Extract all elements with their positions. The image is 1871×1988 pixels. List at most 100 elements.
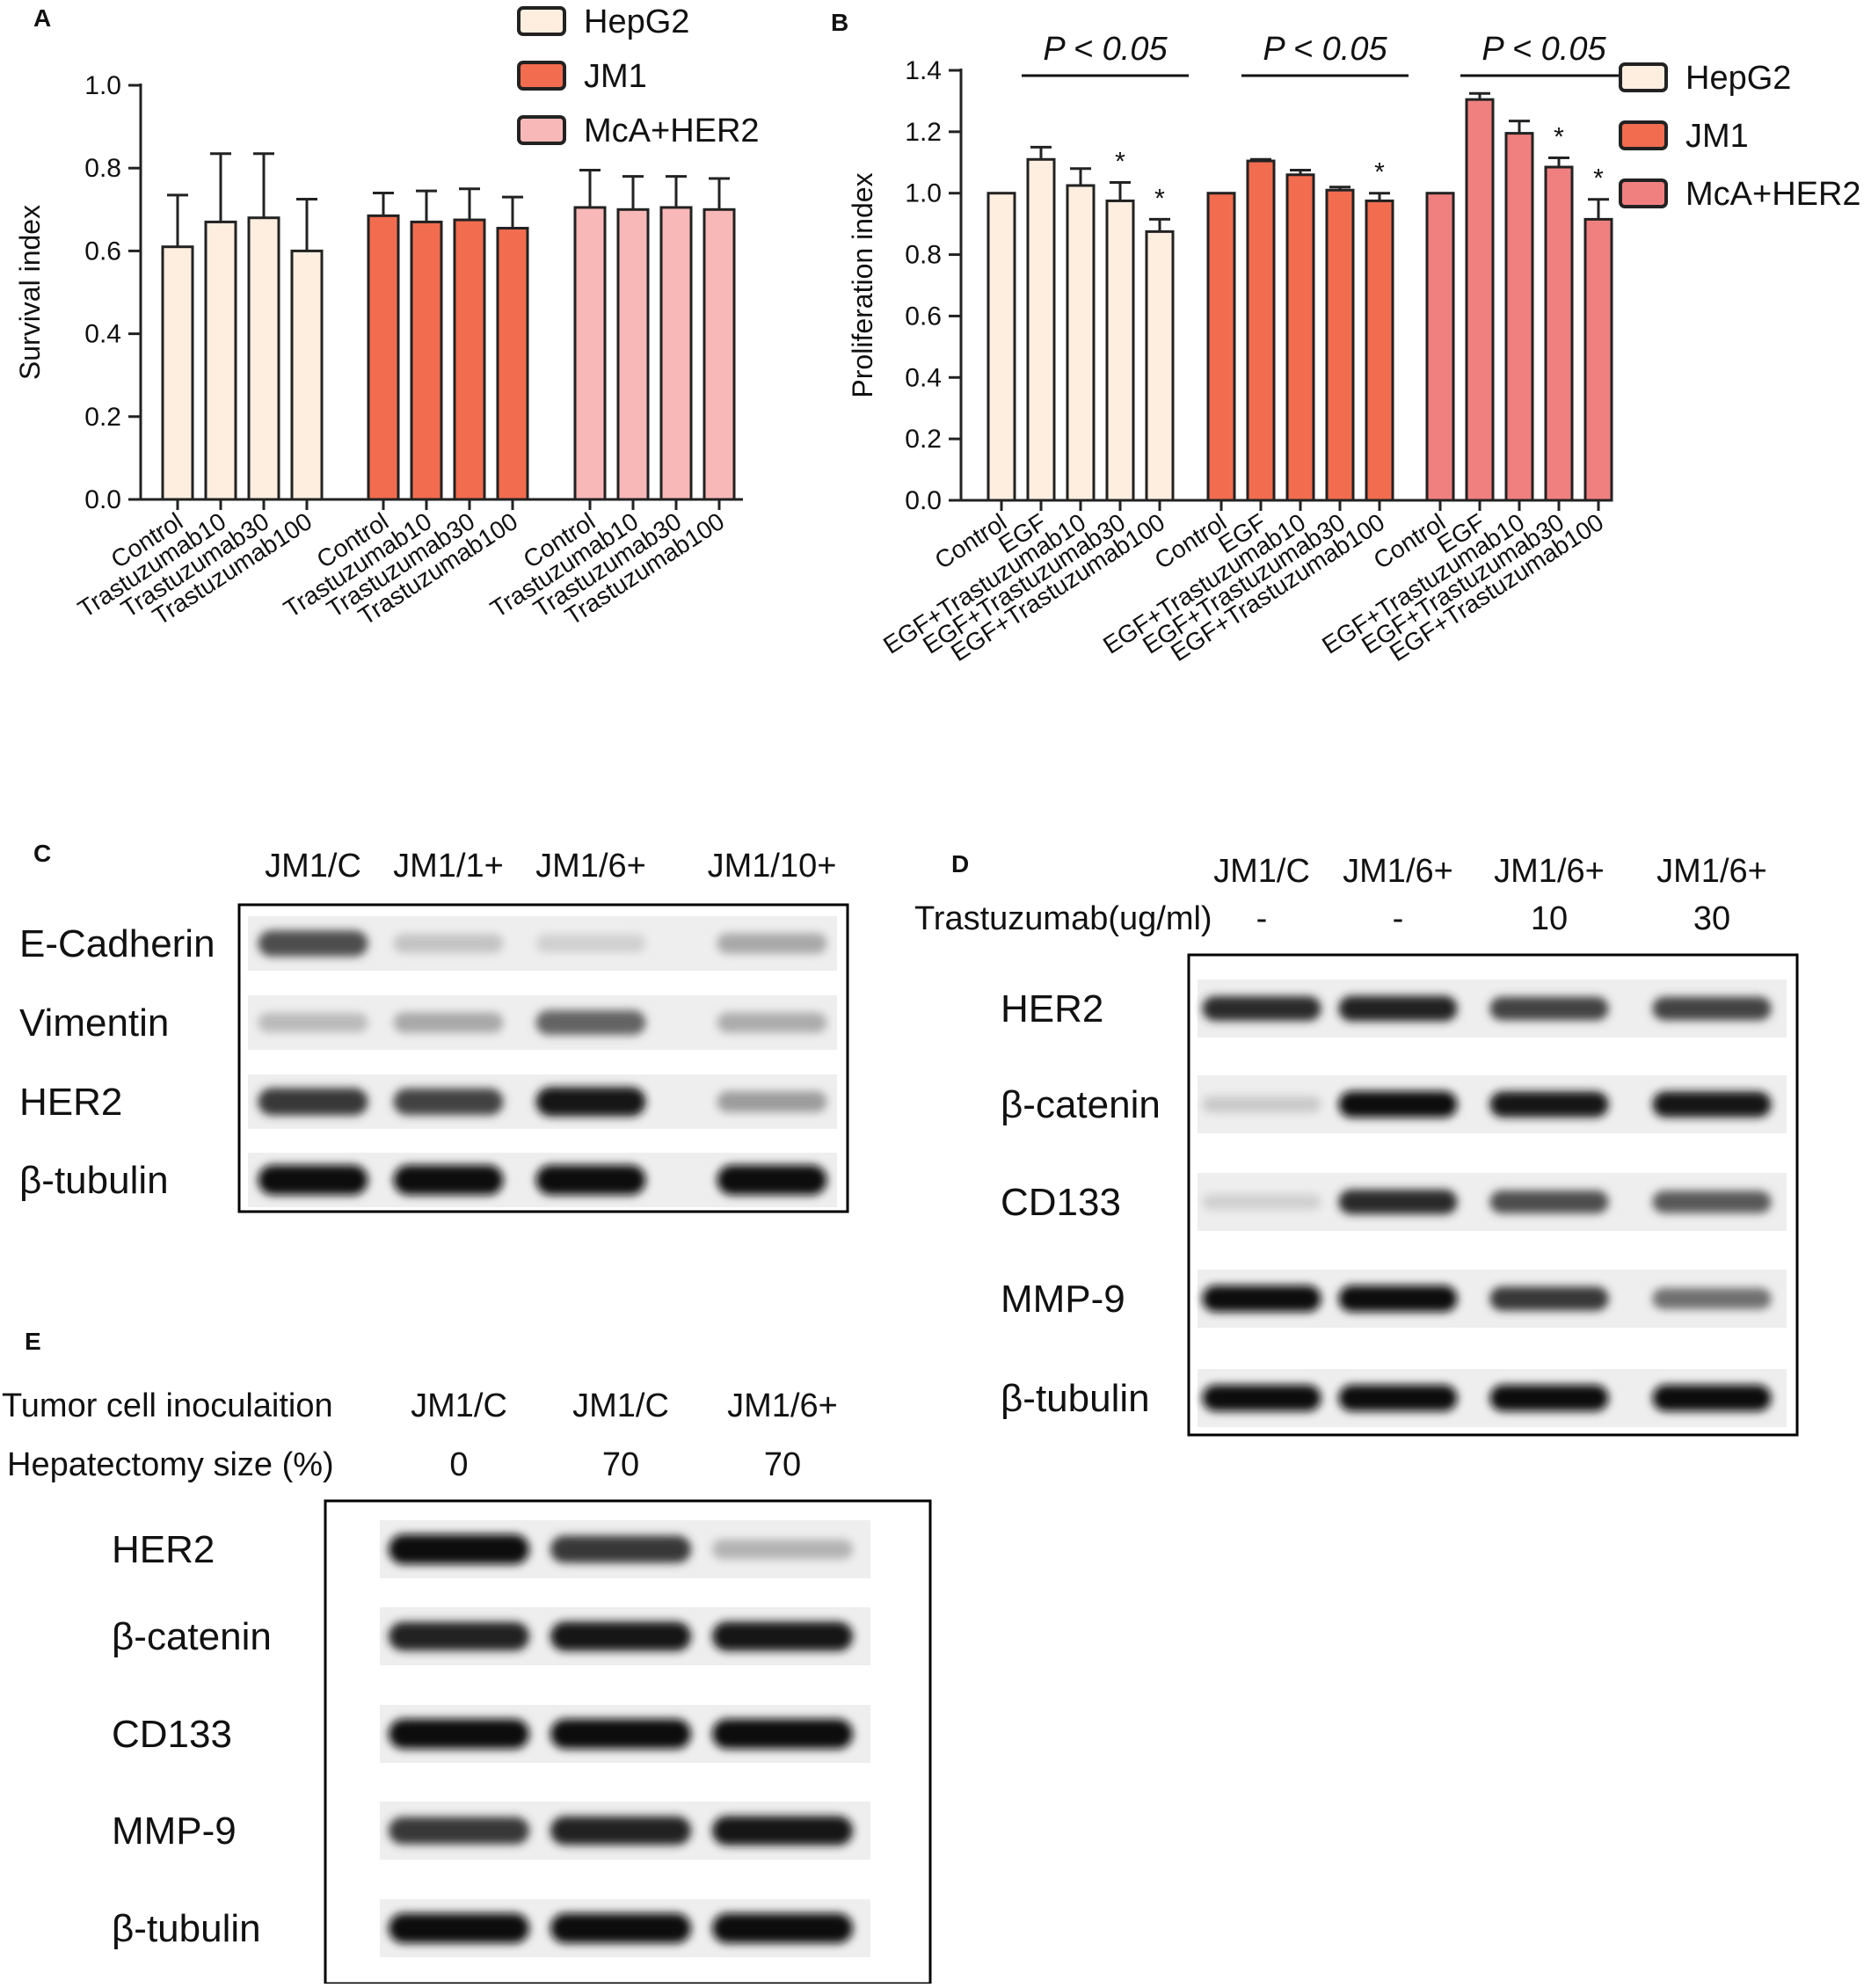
- y-tick-label: 0.4: [905, 363, 942, 392]
- p-value-label: P < 0.05: [1263, 31, 1387, 68]
- protein-label: CD133: [112, 1713, 232, 1756]
- bar: [1026, 157, 1056, 502]
- panel-label-b: B: [831, 9, 848, 36]
- blot-band: [535, 1165, 646, 1195]
- protein-label: β-tubulin: [19, 1159, 169, 1202]
- panel-label-d: D: [951, 850, 969, 877]
- blot-band: [1652, 1288, 1772, 1309]
- protein-label: MMP-9: [1001, 1278, 1125, 1321]
- legend-label: McA+HER2: [1685, 176, 1861, 213]
- protein-label: β-tubulin: [112, 1907, 261, 1950]
- lane-label: JM1/6+: [1343, 853, 1453, 890]
- blot-band: [393, 1165, 504, 1195]
- panel-label-e: E: [25, 1328, 41, 1355]
- significance-star: *: [1154, 184, 1165, 213]
- blot-d-treatment-label: Trastuzumab(ug/ml): [914, 900, 1212, 937]
- blot-band: [1489, 1385, 1609, 1411]
- blot-band: [717, 933, 827, 954]
- blot-band: [389, 1817, 529, 1845]
- y-tick-label: 1.2: [905, 118, 942, 147]
- legend-swatch: [517, 115, 566, 145]
- lane-label: JM1/10+: [708, 848, 837, 885]
- blot-band: [535, 1010, 646, 1035]
- protein-label: HER2: [19, 1081, 122, 1124]
- legend-label: JM1: [1685, 118, 1749, 155]
- bar: [1246, 159, 1276, 502]
- bar: [986, 192, 1016, 502]
- blot-band: [1338, 995, 1458, 1022]
- bar: [1285, 173, 1315, 502]
- bar: [659, 206, 693, 501]
- blot-band: [258, 1088, 368, 1116]
- bar: [1583, 217, 1613, 502]
- blot-band: [535, 1087, 646, 1117]
- legend-label: HepG2: [584, 4, 689, 40]
- protein-label: β-catenin: [1001, 1083, 1161, 1126]
- blot-band: [389, 1913, 529, 1943]
- bar: [247, 216, 280, 501]
- lane-condition-value: 70: [602, 1446, 639, 1483]
- legend-label: JM1: [584, 58, 647, 95]
- blot-band: [1202, 996, 1321, 1021]
- panel-b-legend: HepG2 JM1 McA+HER2: [1619, 60, 1861, 213]
- blot-band: [550, 1621, 691, 1651]
- protein-label: HER2: [1001, 987, 1103, 1030]
- blot-band: [712, 1719, 853, 1749]
- y-tick-label: 0.8: [905, 241, 942, 270]
- bar: [290, 249, 324, 501]
- panel-label-a: A: [33, 4, 51, 32]
- panel-b-chart: 0.0 0.2 0.4 0.6 0.8 1.0 1.2 1.4 Proliferation in…: [847, 31, 1627, 666]
- blot-d-frame: [1187, 953, 1799, 1437]
- lane-condition-value: 30: [1693, 900, 1730, 937]
- blot-e-row1-label: Tumor cell inoculaition: [2, 1387, 333, 1424]
- bar: [1465, 98, 1495, 502]
- blot-band: [393, 1088, 504, 1116]
- bar: [367, 214, 400, 501]
- panel-label-c: C: [33, 840, 51, 867]
- significance-star: *: [1554, 123, 1564, 152]
- protein-label: E-Cadherin: [19, 922, 215, 965]
- lane-condition-value: 0: [449, 1446, 468, 1483]
- blot-e-row2-label: Hepatectomy size (%): [7, 1446, 334, 1483]
- lane-condition-value: -: [1256, 900, 1268, 937]
- bar: [703, 208, 736, 501]
- bar: [1145, 229, 1175, 502]
- lane-label: JM1/6+: [727, 1387, 838, 1424]
- blot-band: [1652, 1385, 1772, 1411]
- protein-label: HER2: [112, 1528, 215, 1571]
- lane-condition-value: -: [1393, 900, 1404, 937]
- lane-label: JM1/C: [572, 1387, 669, 1424]
- y-axis-label: Survival index: [14, 205, 46, 380]
- blot-band: [550, 1913, 691, 1943]
- blot-band: [1489, 1091, 1609, 1118]
- blot-band: [258, 1012, 368, 1033]
- y-tick-label: 0.2: [905, 425, 942, 454]
- blot-band: [712, 1816, 853, 1846]
- bar: [161, 245, 194, 501]
- y-tick-label: 1.0: [905, 179, 942, 208]
- blot-band: [712, 1539, 853, 1560]
- legend-swatch: [517, 6, 566, 36]
- y-tick-label: 0.6: [84, 237, 121, 266]
- bar: [616, 208, 650, 501]
- p-value-label: P < 0.05: [1482, 31, 1606, 68]
- blot-band: [389, 1621, 529, 1651]
- blot-band: [717, 1012, 827, 1033]
- bar: [204, 220, 237, 501]
- bar: [1325, 188, 1355, 502]
- bar: [1544, 165, 1574, 502]
- bar: [1425, 192, 1455, 502]
- blot-band: [1652, 1191, 1772, 1213]
- bar: [453, 218, 486, 501]
- panel-d-western-blot: Trastuzumab(ug/ml) JM1/C JM1/6+ JM1/6+ JM1/…: [914, 853, 1799, 1437]
- blot-band: [1202, 1385, 1321, 1411]
- lane-condition-value: 70: [764, 1446, 801, 1483]
- legend-label: HepG2: [1685, 60, 1791, 97]
- lane-label: JM1/C: [265, 848, 361, 885]
- blot-band: [389, 1534, 529, 1564]
- bar: [1206, 192, 1236, 502]
- blot-band: [1652, 996, 1772, 1021]
- bar: [1504, 132, 1534, 502]
- protein-label: CD133: [1001, 1181, 1121, 1224]
- panel-a-legend: HepG2 JM1 McA+HER2: [517, 4, 760, 149]
